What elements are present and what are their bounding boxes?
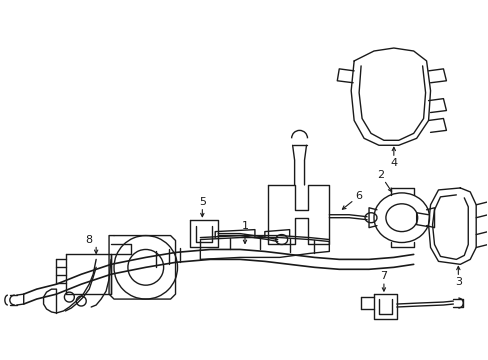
Text: 6: 6 — [355, 191, 362, 201]
Text: 1: 1 — [241, 221, 248, 231]
Text: 8: 8 — [85, 234, 93, 244]
Text: 2: 2 — [377, 170, 384, 180]
Text: 7: 7 — [380, 271, 386, 281]
Text: 4: 4 — [389, 158, 397, 168]
Text: 5: 5 — [199, 197, 205, 207]
Text: 3: 3 — [454, 277, 461, 287]
